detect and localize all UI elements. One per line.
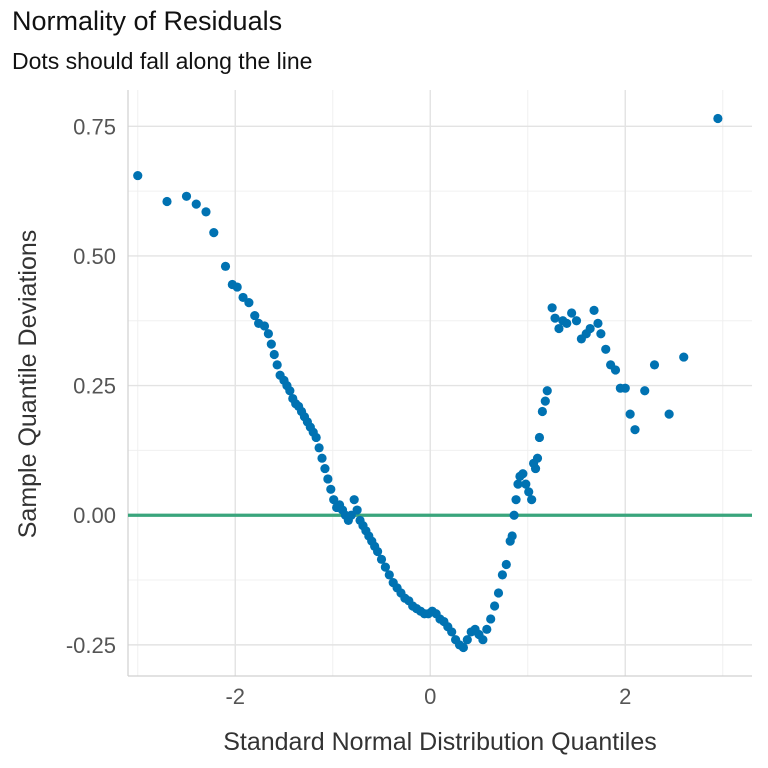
data-point <box>263 329 273 339</box>
x-axis-label: Standard Normal Distribution Quantiles <box>223 728 657 756</box>
axes <box>127 90 752 677</box>
data-point <box>585 323 595 334</box>
data-point <box>610 365 621 375</box>
data-point <box>478 635 488 645</box>
data-point <box>317 453 327 463</box>
data-point <box>191 199 201 209</box>
data-point <box>497 570 507 580</box>
y-tick-label: 0.25 <box>73 374 116 399</box>
data-point <box>649 360 660 370</box>
data-point <box>509 510 519 520</box>
data-point <box>601 344 611 354</box>
data-point <box>384 570 394 580</box>
data-point <box>482 624 492 634</box>
data-point <box>376 554 387 564</box>
data-point <box>518 469 528 479</box>
data-point <box>540 396 550 406</box>
data-point <box>493 588 504 598</box>
data-point <box>272 360 282 370</box>
data-point <box>713 113 723 124</box>
data-point <box>550 313 560 323</box>
data-point <box>620 383 630 393</box>
data-point <box>285 386 295 396</box>
data-point <box>447 627 457 637</box>
data-point <box>244 298 254 308</box>
x-tick-label: 2 <box>619 684 631 709</box>
data-point <box>596 329 606 339</box>
data-point <box>511 495 521 505</box>
data-point <box>562 318 572 328</box>
data-point <box>501 559 511 570</box>
chart-subtitle: Dots should fall along the line <box>12 48 313 74</box>
data-point <box>513 479 523 489</box>
x-tick-label: -2 <box>225 684 245 709</box>
y-axis-label: Sample Quantile Deviations <box>14 230 42 539</box>
data-point <box>349 495 359 505</box>
data-point <box>462 635 472 645</box>
data-point <box>524 487 534 497</box>
data-point <box>266 339 276 349</box>
data-point <box>232 282 242 292</box>
data-point <box>269 349 279 360</box>
data-point <box>250 310 260 321</box>
points-group <box>133 113 723 653</box>
data-point <box>311 432 321 443</box>
data-point <box>625 409 635 419</box>
data-point <box>490 601 500 611</box>
data-point <box>326 484 336 494</box>
y-tick-label: 0.75 <box>73 114 116 139</box>
data-point <box>380 562 390 572</box>
data-point <box>486 614 496 624</box>
data-point <box>521 479 531 489</box>
data-point <box>373 546 383 557</box>
data-point <box>314 443 324 453</box>
data-point <box>589 305 599 315</box>
minor-gridlines <box>128 90 752 676</box>
data-point <box>534 432 545 443</box>
data-point <box>162 196 172 207</box>
data-point <box>679 352 689 362</box>
data-point <box>567 308 577 318</box>
data-point <box>181 191 192 201</box>
data-point <box>547 303 557 313</box>
data-point <box>209 228 219 238</box>
data-point <box>133 170 143 181</box>
data-point <box>320 463 330 474</box>
data-point <box>220 261 231 271</box>
data-point <box>530 463 541 474</box>
data-point <box>537 406 547 417</box>
data-point <box>571 316 582 326</box>
data-point <box>593 318 603 328</box>
tick-labels-group: -2 0 2 -0.25 0.00 0.25 0.50 0.75 <box>66 114 632 709</box>
major-gridlines <box>128 90 752 676</box>
data-point <box>352 505 362 515</box>
data-point <box>532 453 543 463</box>
data-point <box>630 425 640 435</box>
data-point <box>259 321 270 331</box>
x-tick-label: 0 <box>424 684 436 709</box>
y-tick-label: 0.50 <box>73 244 116 269</box>
data-point <box>664 409 674 419</box>
y-tick-label: 0.00 <box>73 503 116 528</box>
data-point <box>527 495 537 505</box>
y-tick-label: -0.25 <box>66 633 116 658</box>
data-point <box>458 642 468 653</box>
data-point <box>507 531 517 541</box>
data-point <box>640 386 650 396</box>
data-point <box>554 323 564 334</box>
data-point <box>201 207 211 217</box>
data-point <box>542 386 552 396</box>
data-point <box>323 474 333 484</box>
chart-title: Normality of Residuals <box>12 6 283 36</box>
